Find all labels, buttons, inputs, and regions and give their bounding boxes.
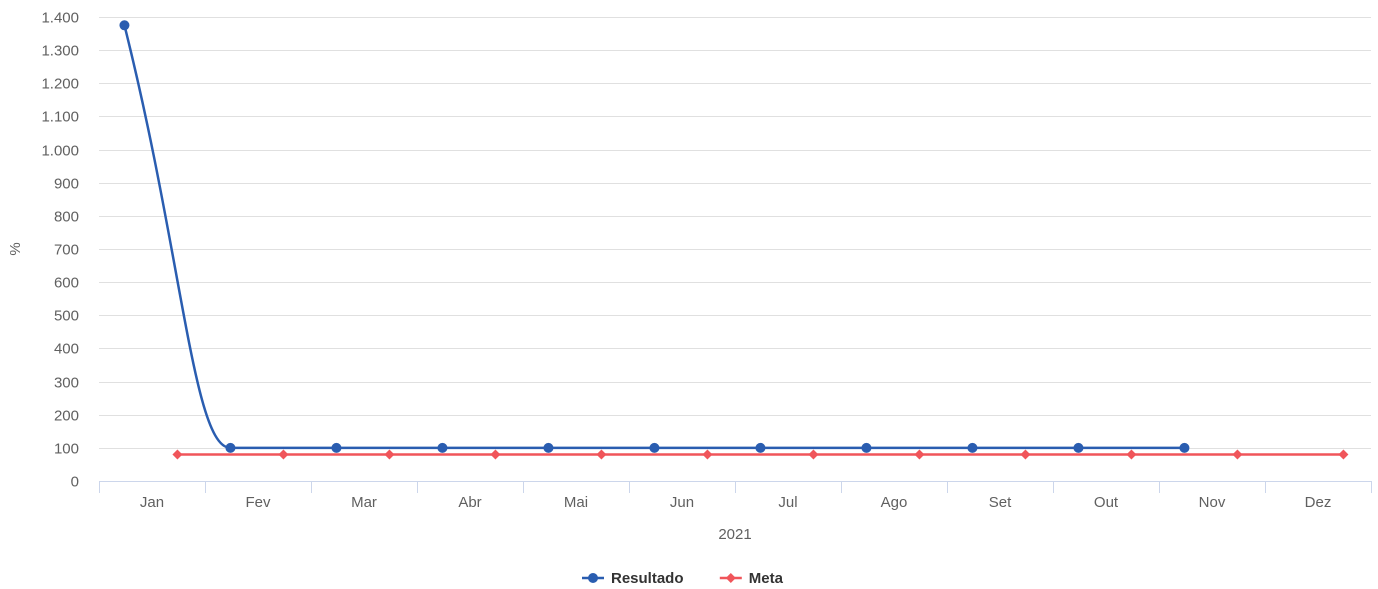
data-point-resultado[interactable] bbox=[225, 442, 236, 453]
y-tick-label: 1.100 bbox=[41, 109, 79, 126]
data-point-meta[interactable] bbox=[1338, 449, 1349, 460]
data-point-meta[interactable] bbox=[808, 449, 819, 460]
x-tick-label: Set bbox=[989, 494, 1012, 511]
y-tick-label: 0 bbox=[71, 474, 79, 491]
legend-marker bbox=[725, 573, 736, 583]
x-tick-label: Fev bbox=[245, 494, 271, 511]
y-tick-label: 400 bbox=[54, 341, 79, 358]
data-point-meta[interactable] bbox=[384, 449, 395, 460]
gridlines bbox=[99, 17, 1371, 449]
x-tick-label: Mai bbox=[564, 494, 588, 511]
legend-label: Meta bbox=[749, 570, 784, 587]
y-tick-label: 800 bbox=[54, 209, 79, 226]
data-point-meta[interactable] bbox=[1126, 449, 1137, 460]
y-tick-label: 700 bbox=[54, 242, 79, 259]
x-tick-label: Abr bbox=[458, 494, 481, 511]
data-point-meta[interactable] bbox=[1020, 449, 1031, 460]
y-tick-label: 1.200 bbox=[41, 76, 79, 93]
data-point-resultado[interactable] bbox=[861, 442, 872, 453]
data-point-resultado[interactable] bbox=[119, 20, 130, 31]
legend: Resultado Meta bbox=[582, 570, 784, 587]
legend-item-resultado[interactable]: Resultado bbox=[582, 570, 684, 587]
series-line-resultado bbox=[123, 24, 1185, 450]
y-tick-label: 1.400 bbox=[41, 10, 79, 27]
y-tick-label: 500 bbox=[54, 308, 79, 325]
data-point-meta[interactable] bbox=[172, 449, 183, 460]
x-tick-label: Out bbox=[1094, 494, 1119, 511]
data-point-meta[interactable] bbox=[1232, 449, 1243, 460]
y-axis-title: % bbox=[7, 242, 24, 255]
data-point-resultado[interactable] bbox=[755, 442, 766, 453]
x-tick-label: Nov bbox=[1199, 494, 1226, 511]
x-tick-label: Jun bbox=[670, 494, 694, 511]
y-axis: 0 100 200 300 400 500 600 700 800 900 1.000 1.100 1.… bbox=[7, 10, 79, 491]
x-axis-title: 2021 bbox=[718, 526, 751, 543]
series-layer bbox=[119, 20, 1349, 460]
y-tick-label: 300 bbox=[54, 375, 79, 392]
data-point-meta[interactable] bbox=[490, 449, 501, 460]
x-tick-label: Jul bbox=[778, 494, 797, 511]
legend-item-meta[interactable]: Meta bbox=[719, 570, 784, 587]
data-point-resultado[interactable] bbox=[437, 442, 448, 453]
x-axis: Jan Fev Mar Abr Mai Jun Jul Ago Set Out Nov Dez 2021 bbox=[99, 481, 1372, 543]
data-point-resultado[interactable] bbox=[1179, 442, 1190, 453]
x-tick-label: Jan bbox=[140, 494, 164, 511]
y-tick-label: 1.000 bbox=[41, 143, 79, 160]
data-point-resultado[interactable] bbox=[967, 442, 978, 453]
x-tick-label: Dez bbox=[1305, 494, 1332, 511]
data-point-meta[interactable] bbox=[596, 449, 607, 460]
y-tick-label: 100 bbox=[54, 441, 79, 458]
data-point-resultado[interactable] bbox=[543, 442, 554, 453]
x-tick-label: Mar bbox=[351, 494, 377, 511]
y-tick-label: 600 bbox=[54, 275, 79, 292]
data-point-resultado[interactable] bbox=[1073, 442, 1084, 453]
y-tick-label: 200 bbox=[54, 408, 79, 425]
legend-marker bbox=[588, 573, 598, 583]
x-tick-label: Ago bbox=[881, 494, 908, 511]
data-point-meta[interactable] bbox=[914, 449, 925, 460]
data-point-meta[interactable] bbox=[702, 449, 713, 460]
y-tick-label: 900 bbox=[54, 176, 79, 193]
data-point-resultado[interactable] bbox=[331, 442, 342, 453]
data-point-meta[interactable] bbox=[278, 449, 289, 460]
legend-label: Resultado bbox=[611, 570, 684, 587]
y-tick-label: 1.300 bbox=[41, 43, 79, 60]
data-point-resultado[interactable] bbox=[649, 442, 660, 453]
